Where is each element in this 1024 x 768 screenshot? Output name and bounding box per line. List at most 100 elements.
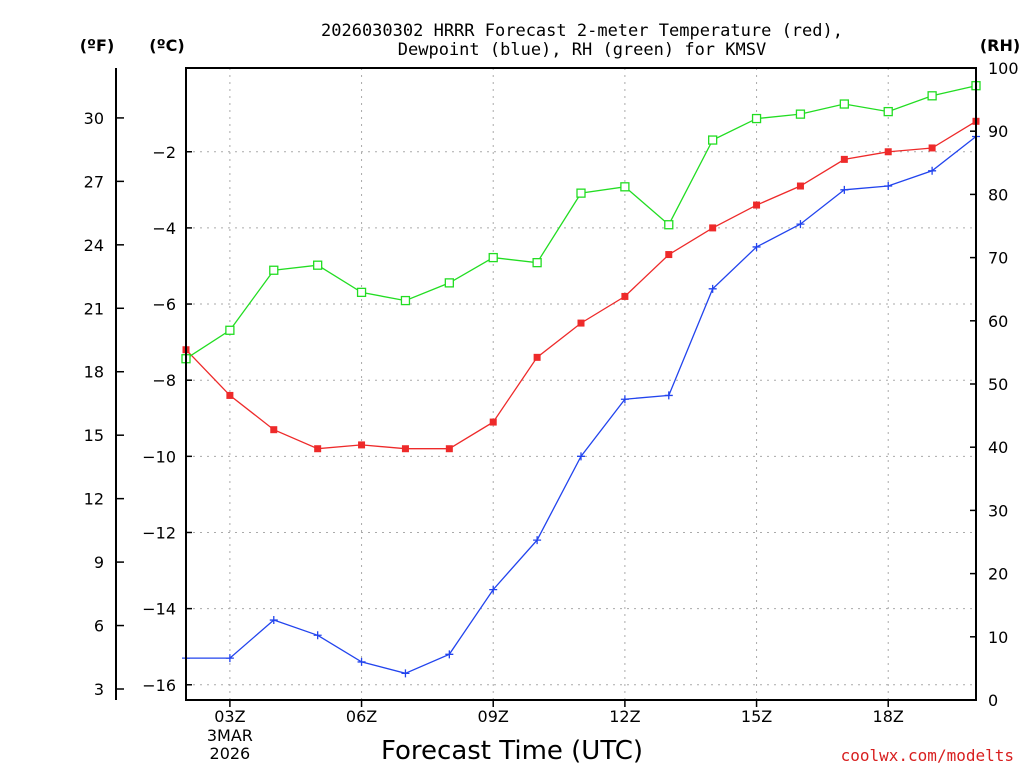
rh-point <box>839 99 849 109</box>
rh-point <box>313 260 323 270</box>
dewpoint-point <box>884 182 893 191</box>
rh-point <box>269 265 279 275</box>
x-tick-date: 2026 <box>210 744 251 763</box>
x-tick-label: 06Z <box>346 707 377 726</box>
celsius-tick-label: −4 <box>152 219 176 238</box>
dewpoint-point <box>357 657 366 666</box>
dewpoint-point <box>664 391 673 400</box>
rh-tick-label: 100 <box>988 59 1019 78</box>
rh-tick-label: 80 <box>988 185 1008 204</box>
dewpoint-point <box>533 536 542 545</box>
x-tick-label: 03Z <box>214 707 245 726</box>
rh-tick-label: 90 <box>988 122 1008 141</box>
fahrenheit-tick-label: 18 <box>84 363 104 382</box>
temperature-line <box>185 120 977 450</box>
fahrenheit-tick-label: 12 <box>84 490 104 509</box>
rh-tick-label: 30 <box>988 501 1008 520</box>
credit-text: coolwx.com/modelts <box>841 746 1014 765</box>
rh-tick-label: 70 <box>988 249 1008 268</box>
celsius-tick-label: −12 <box>142 523 176 542</box>
fahrenheit-tick-label: 21 <box>84 299 104 318</box>
dewpoint-point <box>620 395 629 404</box>
temperature-point <box>621 292 629 300</box>
dewpoint-line <box>186 135 977 674</box>
celsius-tick-label: −16 <box>142 676 176 695</box>
celsius-tick-label: −10 <box>142 447 176 466</box>
dewpoint-point <box>313 631 322 640</box>
celsius-tick-label: −8 <box>152 371 176 390</box>
x-tick-label: 18Z <box>873 707 904 726</box>
x-tick-label: 09Z <box>478 707 509 726</box>
fahrenheit-tick-label: 9 <box>94 553 104 572</box>
rh-tick-label: 50 <box>988 375 1008 394</box>
temperature-point <box>270 426 278 434</box>
fahrenheit-tick-label: 30 <box>84 109 104 128</box>
temperature-point <box>314 445 322 453</box>
plot-frame <box>185 67 977 701</box>
rh-point <box>576 188 586 198</box>
rh-point <box>532 258 542 268</box>
x-tick-date: 3MAR <box>207 726 253 745</box>
rh-point <box>883 106 893 117</box>
x-tick-label: 15Z <box>741 707 772 726</box>
dewpoint-point <box>928 166 937 175</box>
x-tick-label: 12Z <box>609 707 640 726</box>
rh-point <box>400 295 411 306</box>
rh-point <box>225 325 235 335</box>
dewpoint-point <box>577 452 585 461</box>
fahrenheit-tick-label: 24 <box>84 236 104 255</box>
temperature-point <box>753 201 761 209</box>
temperature-point <box>665 251 673 259</box>
rh-point <box>708 135 718 145</box>
rh-point <box>751 113 762 124</box>
celsius-tick-label: −6 <box>152 295 176 314</box>
fahrenheit-tick-label: 27 <box>84 172 104 191</box>
rh-point <box>620 182 630 192</box>
dewpoint-point <box>840 185 849 194</box>
temperature-point <box>884 148 892 156</box>
rh-point <box>488 252 498 263</box>
rh-point <box>795 109 806 119</box>
rh-tick-label: 40 <box>988 438 1008 457</box>
rh-line <box>185 85 977 360</box>
fahrenheit-tick-label: 3 <box>94 680 104 699</box>
temperature-point <box>709 224 717 232</box>
dewpoint-point <box>489 585 498 594</box>
rh-point <box>356 287 367 298</box>
temperature-point <box>358 441 366 449</box>
temperature-point <box>840 155 848 163</box>
x-axis-label: Forecast Time (UTC) <box>381 736 643 766</box>
celsius-tick-label: −14 <box>142 600 176 619</box>
dewpoint-point <box>752 242 761 251</box>
temperature-point <box>445 445 453 453</box>
rh-unit-label: (RH) <box>980 36 1020 55</box>
data-series <box>181 81 981 678</box>
celsius-tick-label: −2 <box>152 143 176 162</box>
temperature-point <box>226 391 234 399</box>
temperature-point <box>796 182 804 190</box>
temperature-point <box>401 445 409 453</box>
celsius-unit-label: (ºC) <box>149 36 184 55</box>
rh-point <box>444 278 454 288</box>
temperature-point <box>533 353 541 361</box>
dewpoint-point <box>225 654 234 663</box>
temperature-point <box>928 144 936 152</box>
dewpoint-point <box>445 650 454 659</box>
temperature-point <box>577 319 585 327</box>
rh-tick-label: 0 <box>988 691 998 710</box>
chart-title-line2: Dewpoint (blue), RH (green) for KMSV <box>398 40 766 60</box>
rh-tick-label: 60 <box>988 312 1008 331</box>
grid-lines <box>186 68 976 700</box>
chart-title-line1: 2026030302 HRRR Forecast 2-meter Tempera… <box>321 21 843 41</box>
temperature-point <box>489 418 497 426</box>
fahrenheit-unit-label: (ºF) <box>80 36 115 55</box>
dewpoint-point <box>269 616 278 625</box>
rh-tick-label: 20 <box>988 565 1008 584</box>
rh-tick-label: 10 <box>988 628 1008 647</box>
rh-point <box>664 220 674 230</box>
fahrenheit-tick-label: 15 <box>84 426 104 445</box>
fahrenheit-tick-label: 6 <box>94 617 104 636</box>
dewpoint-point <box>796 220 805 229</box>
